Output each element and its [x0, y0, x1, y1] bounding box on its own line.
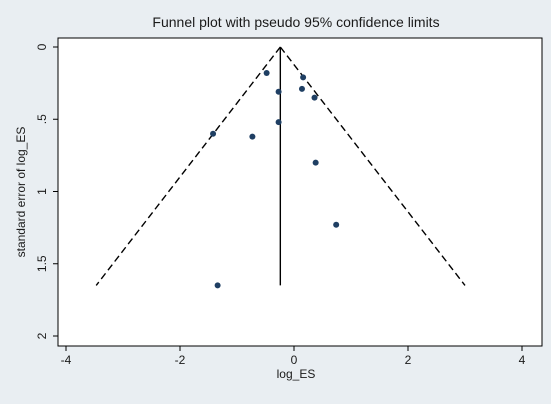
study-point	[312, 159, 319, 166]
y-tick-label: 1	[35, 188, 49, 195]
x-tick-label: 4	[519, 353, 526, 367]
data-points	[210, 70, 340, 289]
study-point	[300, 74, 307, 81]
study-point	[214, 282, 221, 289]
study-point	[275, 88, 282, 95]
y-axis-title: standard error of log_ES	[14, 127, 28, 258]
study-point	[210, 130, 217, 137]
lower-confidence-limit-line	[95, 46, 281, 286]
x-tick-label: 2	[405, 353, 412, 367]
study-point	[298, 85, 305, 92]
plot-area	[57, 37, 543, 347]
y-tick-label: 0	[35, 43, 49, 50]
study-point	[275, 119, 282, 126]
x-tick-label: -4	[61, 353, 72, 367]
y-axis: 0 .5 1 1.5 2	[35, 43, 58, 339]
study-point	[249, 133, 256, 140]
y-tick-label: 2	[35, 332, 49, 339]
x-tick-label: 0	[291, 353, 298, 367]
x-axis-title: log_ES	[277, 367, 316, 381]
study-point	[333, 221, 340, 228]
y-tick-label: .5	[35, 114, 49, 124]
y-tick-label: 1.5	[35, 255, 49, 272]
x-axis: -4 -2 0 2 4	[61, 346, 526, 367]
study-point	[263, 70, 270, 77]
upper-confidence-limit-line	[279, 46, 466, 286]
study-point	[311, 94, 318, 101]
x-tick-label: -2	[175, 353, 186, 367]
chart-title: Funnel plot with pseudo 95% confidence l…	[152, 14, 439, 30]
confidence-limit-lines	[95, 46, 466, 286]
